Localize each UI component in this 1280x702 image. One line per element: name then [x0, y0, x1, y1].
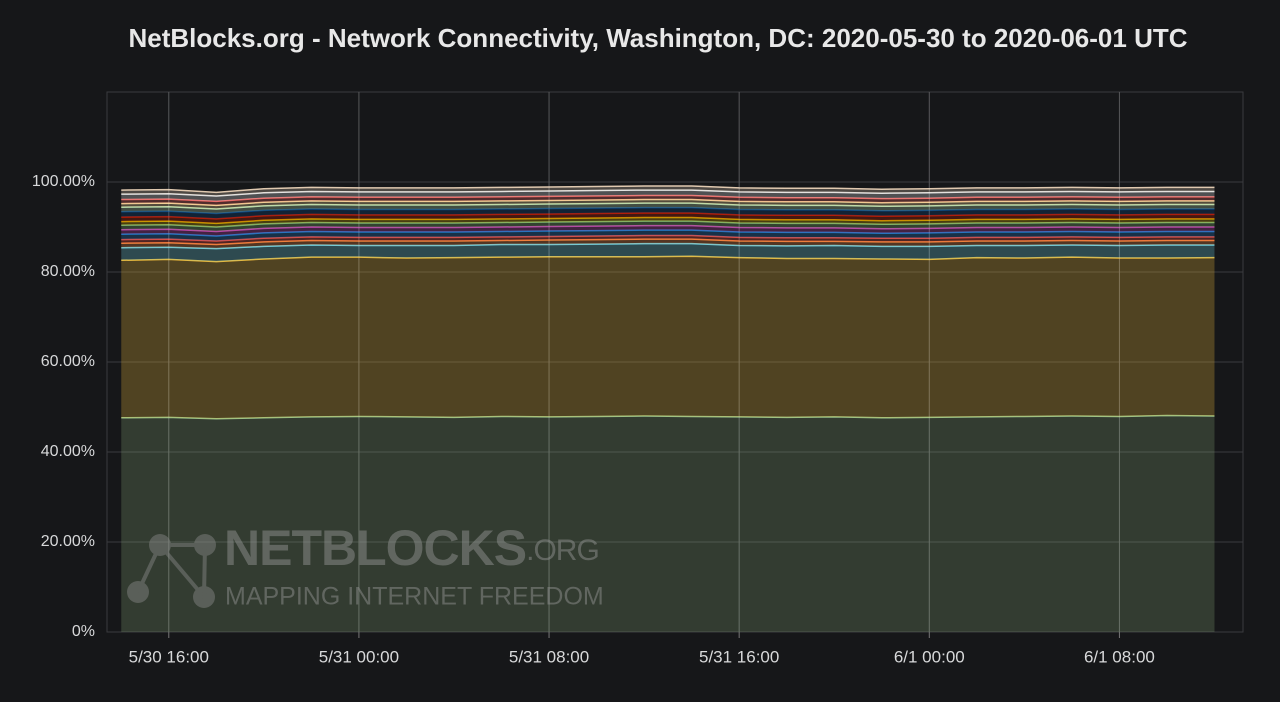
area — [121, 415, 1215, 632]
watermark-brand: NETBLOCKS.ORG — [224, 520, 599, 576]
area-line — [121, 224, 1215, 233]
plot-border — [106, 91, 1244, 633]
y-tick-label: 100.00% — [32, 173, 95, 190]
x-tick-label: 5/30 16:00 — [129, 647, 209, 666]
logo-dot — [193, 586, 215, 608]
logo-dot — [127, 581, 149, 603]
area-line — [121, 238, 1215, 246]
y-tick-label: 80.00% — [41, 263, 95, 280]
x-tick-label: 6/1 00:00 — [894, 647, 965, 666]
y-tick-label: 20.00% — [41, 533, 95, 550]
watermark-brand-name: NETBLOCKS — [224, 520, 526, 576]
area-line — [121, 255, 1215, 263]
area-line — [121, 229, 1215, 237]
x-tick-label: 6/1 08:00 — [1084, 647, 1155, 666]
y-tick-label: 40.00% — [41, 443, 95, 460]
chart-title: NetBlocks.org - Network Connectivity, Wa… — [128, 23, 1187, 53]
x-tick-label: 5/31 00:00 — [319, 647, 399, 666]
area-line — [121, 194, 1215, 203]
area-line — [121, 234, 1215, 242]
area — [121, 256, 1215, 419]
watermark-brand-suffix: .ORG — [526, 534, 599, 567]
y-tick-label: 0% — [72, 623, 95, 640]
area-line — [121, 202, 1215, 210]
logo-dot — [149, 534, 171, 556]
area-line — [121, 414, 1215, 420]
area-line — [121, 185, 1215, 194]
area-line — [121, 206, 1215, 215]
watermark: NETBLOCKS.ORG MAPPING INTERNET FREEDOM — [127, 520, 604, 611]
logo-dot — [194, 534, 216, 556]
area-line — [121, 189, 1215, 197]
x-tick-label: 5/31 08:00 — [509, 647, 589, 666]
area-line — [121, 220, 1215, 228]
area-line — [121, 216, 1215, 225]
y-tick-label: 60.00% — [41, 353, 95, 370]
area-line — [121, 242, 1215, 250]
area — [121, 243, 1215, 262]
logo-link — [136, 544, 162, 593]
area-line — [121, 198, 1215, 207]
area-line — [121, 212, 1215, 220]
logo-link — [158, 543, 206, 599]
x-tick-label: 5/31 16:00 — [699, 647, 779, 666]
logo-link — [202, 544, 207, 598]
watermark-tagline: MAPPING INTERNET FREEDOM — [225, 583, 604, 611]
